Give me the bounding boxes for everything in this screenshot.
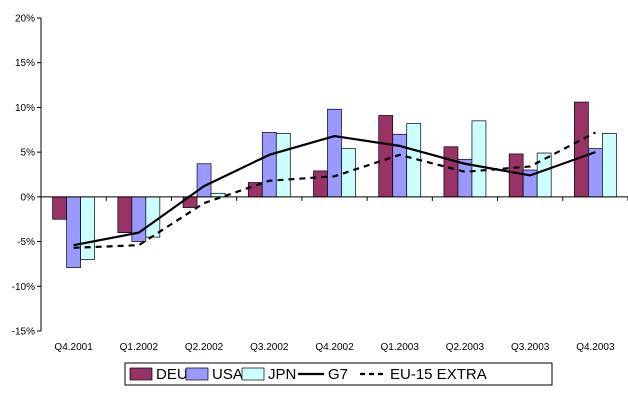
y-axis-ticks: 20% 15% 10% 5% 0% -5% -10% -15% <box>12 14 41 338</box>
legend-label-usa: USA <box>212 366 243 383</box>
bar-deu-q2-2003 <box>443 146 459 198</box>
bar-jpn-q2-2003 <box>471 120 487 198</box>
bar-usa-q1-2002 <box>131 196 147 242</box>
line-eu-15-extra <box>73 131 596 249</box>
bar-jpn-q2-2002 <box>210 192 226 198</box>
x-tick-label-q3-2002: Q3.2002 <box>250 342 289 353</box>
legend-box <box>124 362 553 386</box>
legend-label-g7: G7 <box>328 366 348 383</box>
bar-jpn-q4-2001 <box>80 196 95 260</box>
y-tick-label: -10% <box>12 282 35 293</box>
bar-jpn-q3-2002 <box>275 133 291 198</box>
axes-layer <box>40 18 628 331</box>
bar-usa-q4-2001 <box>66 196 81 268</box>
bar-deu-q4-2002 <box>313 170 328 198</box>
y-tick-label: 15% <box>15 58 35 69</box>
y-tick-label: 5% <box>21 148 36 159</box>
x-tick-label-q2-2002: Q2.2002 <box>185 342 224 353</box>
bar-usa-q4-2002 <box>327 108 342 198</box>
legend-swatch-deu <box>129 367 153 381</box>
legend-label-deu: DEU <box>156 366 188 383</box>
bars-layer <box>52 101 617 268</box>
bar-deu-q4-2003 <box>574 101 589 198</box>
legend-label-eu-15-extra: EU-15 EXTRA <box>390 366 487 383</box>
legend: DEU USA JPN G7 EU-15 EXTRA <box>124 362 553 386</box>
lines-layer <box>73 131 596 249</box>
line-g7 <box>73 134 596 247</box>
bar-usa-q4-2003 <box>588 148 603 198</box>
bar-deu-q3-2003 <box>508 153 524 198</box>
legend-swatch-jpn <box>241 367 265 381</box>
bar-deu-q1-2003 <box>378 115 394 198</box>
bar-jpn-q3-2003 <box>536 152 552 198</box>
x-tick-label-q1-2003: Q1.2003 <box>381 342 420 353</box>
x-axis-ticks: Q4.2001 Q1.2002 Q2.2002 Q3.2002 Q4.2002 Q1.20… <box>40 196 628 353</box>
x-tick-label-q2-2003: Q2.2003 <box>446 342 485 353</box>
y-tick-label: -15% <box>12 327 35 338</box>
legend-swatch-usa <box>185 367 209 381</box>
bar-jpn-q1-2002 <box>145 196 161 238</box>
y-tick-label: 20% <box>15 14 35 25</box>
y-tick-label: 0% <box>21 192 36 203</box>
x-tick-label-q1-2002: Q1.2002 <box>120 342 159 353</box>
bar-deu-q1-2002 <box>117 196 133 233</box>
x-tick-label-q4-2003: Q4.2003 <box>576 342 615 353</box>
bar-deu-q4-2001 <box>52 196 67 220</box>
bar-usa-q1-2003 <box>392 133 408 198</box>
legend-label-jpn: JPN <box>268 366 296 383</box>
x-tick-label-q4-2001: Q4.2001 <box>54 342 93 353</box>
x-tick-label-q3-2003: Q3.2003 <box>511 342 550 353</box>
bar-jpn-q4-2003 <box>602 133 617 198</box>
bar-usa-q3-2002 <box>261 132 277 198</box>
bar-usa-q2-2002 <box>196 163 212 198</box>
y-tick-label: -5% <box>17 237 35 248</box>
y-tick-label: 10% <box>15 103 35 114</box>
x-tick-label-q4-2002: Q4.2002 <box>315 342 354 353</box>
